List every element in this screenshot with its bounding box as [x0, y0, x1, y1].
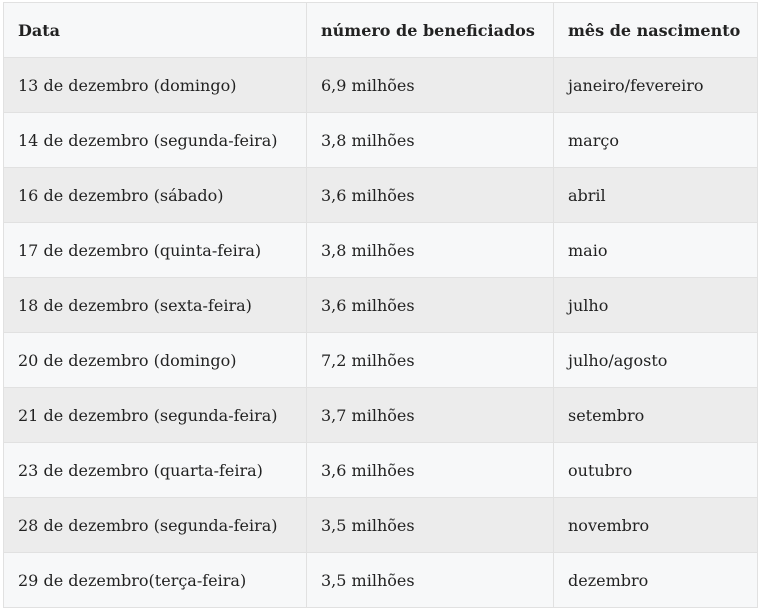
table-row: 13 de dezembro (domingo) 6,9 milhões jan… [3, 57, 758, 113]
cell-date: 16 de dezembro (sábado) [3, 167, 307, 223]
cell-date: 21 de dezembro (segunda-feira) [3, 387, 307, 443]
table-row: 16 de dezembro (sábado) 3,6 milhões abri… [3, 167, 758, 223]
cell-beneficiaries: 3,7 milhões [306, 387, 554, 443]
cell-date: 14 de dezembro (segunda-feira) [3, 112, 307, 168]
cell-beneficiaries: 3,6 milhões [306, 277, 554, 333]
cell-beneficiaries: 3,6 milhões [306, 442, 554, 498]
table-row: 14 de dezembro (segunda-feira) 3,8 milhõ… [3, 112, 758, 168]
header-date: Data [3, 2, 307, 58]
cell-date: 17 de dezembro (quinta-feira) [3, 222, 307, 278]
table-row: 21 de dezembro (segunda-feira) 3,7 milhõ… [3, 387, 758, 443]
table-row: 18 de dezembro (sexta-feira) 3,6 milhões… [3, 277, 758, 333]
cell-birth-month: abril [553, 167, 758, 223]
cell-birth-month: novembro [553, 497, 758, 553]
cell-birth-month: outubro [553, 442, 758, 498]
cell-date: 28 de dezembro (segunda-feira) [3, 497, 307, 553]
cell-beneficiaries: 3,6 milhões [306, 167, 554, 223]
table-header: Data número de beneficiados mês de nasci… [3, 2, 758, 58]
cell-beneficiaries: 3,8 milhões [306, 112, 554, 168]
cell-birth-month: setembro [553, 387, 758, 443]
cell-birth-month: julho/agosto [553, 332, 758, 388]
cell-birth-month: julho [553, 277, 758, 333]
cell-beneficiaries: 3,5 milhões [306, 552, 554, 608]
table-row: 28 de dezembro (segunda-feira) 3,5 milhõ… [3, 497, 758, 553]
table-body: 13 de dezembro (domingo) 6,9 milhões jan… [3, 57, 758, 608]
table-row: 23 de dezembro (quarta-feira) 3,6 milhõe… [3, 442, 758, 498]
header-row: Data número de beneficiados mês de nasci… [3, 2, 758, 58]
cell-beneficiaries: 7,2 milhões [306, 332, 554, 388]
table-row: 29 de dezembro(terça-feira) 3,5 milhões … [3, 552, 758, 608]
cell-date: 13 de dezembro (domingo) [3, 57, 307, 113]
table-row: 17 de dezembro (quinta-feira) 3,8 milhõe… [3, 222, 758, 278]
cell-beneficiaries: 6,9 milhões [306, 57, 554, 113]
cell-date: 23 de dezembro (quarta-feira) [3, 442, 307, 498]
cell-date: 29 de dezembro(terça-feira) [3, 552, 307, 608]
cell-beneficiaries: 3,5 milhões [306, 497, 554, 553]
cell-beneficiaries: 3,8 milhões [306, 222, 554, 278]
cell-birth-month: dezembro [553, 552, 758, 608]
cell-birth-month: maio [553, 222, 758, 278]
cell-birth-month: março [553, 112, 758, 168]
cell-date: 20 de dezembro (domingo) [3, 332, 307, 388]
header-beneficiaries: número de beneficiados [306, 2, 554, 58]
table-row: 20 de dezembro (domingo) 7,2 milhões jul… [3, 332, 758, 388]
schedule-table-container: Data número de beneficiados mês de nasci… [3, 2, 758, 609]
schedule-table: Data número de beneficiados mês de nasci… [3, 2, 758, 608]
header-birth-month: mês de nascimento [553, 2, 758, 58]
cell-date: 18 de dezembro (sexta-feira) [3, 277, 307, 333]
cell-birth-month: janeiro/fevereiro [553, 57, 758, 113]
